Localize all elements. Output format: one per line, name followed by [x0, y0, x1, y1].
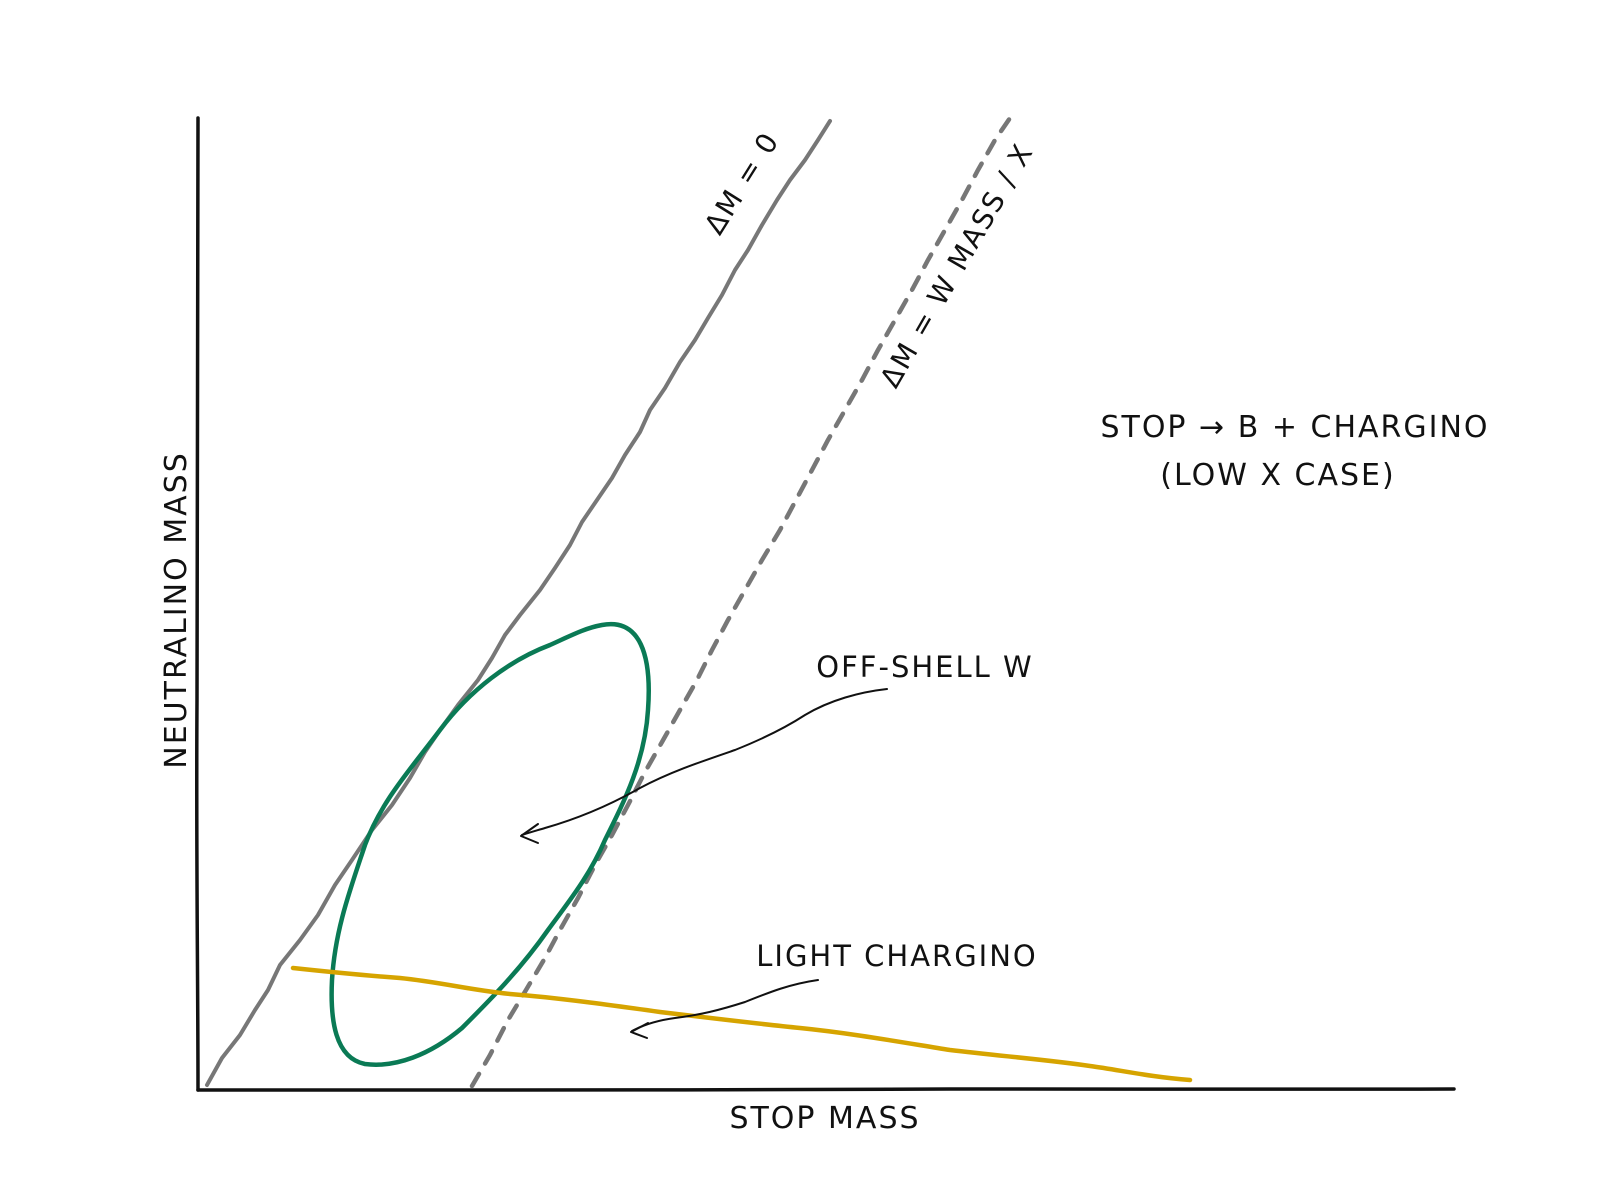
light-chargino-band — [290, 965, 1193, 1083]
light-chargino-arrow — [631, 979, 819, 1032]
delta-m-zero-line — [205, 119, 832, 1087]
delta-m-w-line — [469, 115, 1013, 1089]
light-chargino-label: LIGHT CHARGINO — [756, 939, 1038, 973]
delta-m-w-label: ΔM = W MASS / X — [873, 137, 1040, 393]
y-axis — [194, 116, 200, 1092]
diagram-title-line1: STOP → B + CHARGINO — [1100, 410, 1489, 445]
delta-m-zero-label: ΔM = 0 — [698, 126, 787, 240]
off-shell-w-label: OFF-SHELL W — [816, 650, 1033, 684]
off-shell-w-arrowhead — [520, 823, 539, 844]
diagram-title-line2: (LOW X CASE) — [1160, 458, 1395, 493]
x-axis — [196, 1086, 1456, 1092]
off-shell-w-arrow — [521, 688, 888, 836]
y-axis-label: NEUTRALINO MASS — [159, 451, 194, 768]
light-chargino-arrowhead — [630, 1022, 649, 1039]
off-shell-w-region — [329, 621, 651, 1067]
x-axis-label: STOP MASS — [729, 1101, 920, 1136]
